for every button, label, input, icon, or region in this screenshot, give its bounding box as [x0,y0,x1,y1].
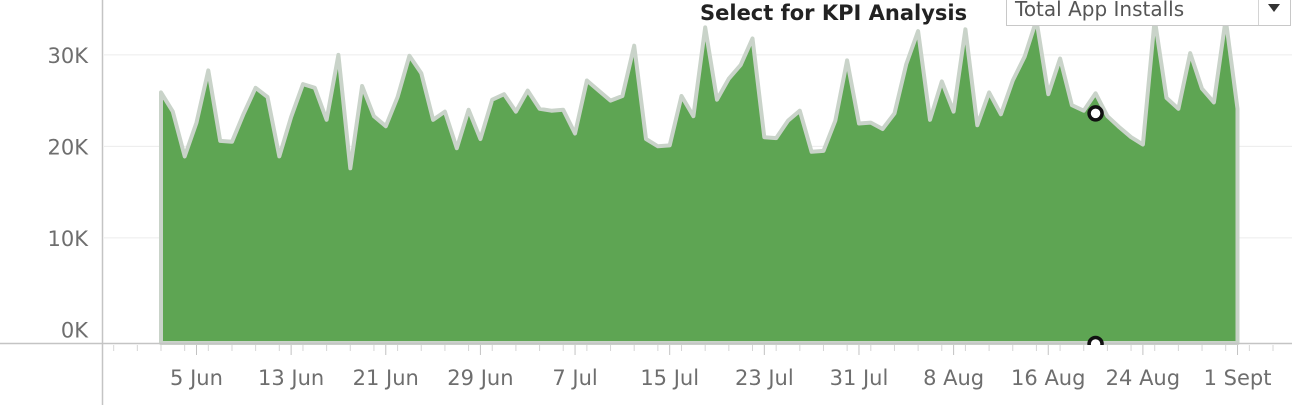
x-tick-label: 5 Jun [170,366,223,390]
highlight-markers[interactable] [1085,105,1106,357]
x-tick-label: 8 Aug [923,366,984,390]
x-tick-label: 16 Aug [1011,366,1085,390]
x-tick-label: 13 Jun [258,366,324,390]
x-tick-label: 31 Jul [830,366,889,390]
y-axis-ticks: 0K 10K 20K 30K [48,44,90,342]
kpi-dropdown[interactable]: Total App Installs [1006,0,1291,26]
highlight-point[interactable] [1087,105,1104,122]
area-series[interactable] [159,17,1240,345]
y-tick-label: 30K [48,44,90,68]
axis-marker-mask [1085,345,1106,357]
kpi-dropdown-value: Total App Installs [1015,0,1185,21]
y-tick-label: 20K [48,135,90,159]
x-tick-label: 7 Jul [552,366,597,390]
kpi-selector-title: Select for KPI Analysis [700,1,968,25]
area-fill[interactable] [159,17,1240,345]
x-axis-ticks: 5 Jun 13 Jun 21 Jun 29 Jun 7 Jul 15 Jul 23 Jul… [113,345,1274,390]
x-tick-label: 29 Jun [447,366,513,390]
x-tick-label: 15 Jul [640,366,699,390]
x-tick-label: 1 Sept [1204,366,1272,390]
x-tick-label: 24 Aug [1106,366,1180,390]
y-tick-label: 10K [48,227,90,251]
y-tick-label: 0K [61,318,89,342]
x-tick-label: 21 Jun [353,366,419,390]
chevron-down-icon[interactable] [1258,0,1290,25]
x-tick-label: 23 Jul [735,366,794,390]
